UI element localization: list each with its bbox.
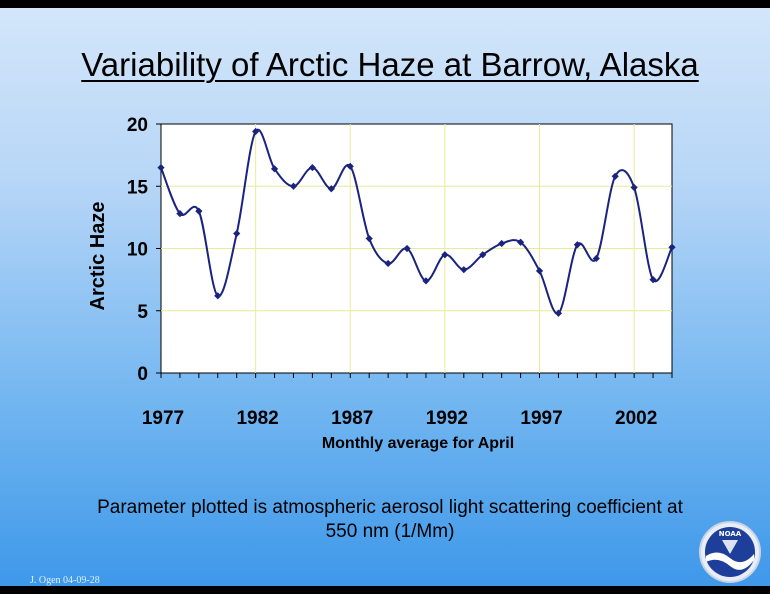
data-point (233, 229, 241, 238)
noaa-logo: NOAA (699, 521, 761, 583)
slide-background: Variability of Arctic Haze at Barrow, Al… (0, 8, 770, 586)
y-tick-label: 10 (127, 240, 148, 261)
data-point (535, 267, 544, 275)
data-point (365, 234, 373, 243)
x-axis-label: Monthly average for April (322, 435, 514, 452)
x-tick-label: 1982 (236, 408, 278, 429)
data-point (630, 183, 638, 192)
data-point (611, 172, 619, 180)
gridlines (161, 124, 672, 373)
data-point (573, 241, 581, 249)
svg-text:NOAA: NOAA (719, 530, 742, 538)
x-tick-label: 1977 (142, 408, 184, 429)
data-point (327, 185, 335, 193)
data-point (668, 243, 676, 251)
credit-text: J. Ogen 04-09-28 (30, 575, 100, 586)
y-tick-label: 15 (127, 177, 149, 198)
series-line (160, 128, 673, 315)
data-point (176, 210, 184, 218)
data-point (554, 309, 563, 317)
y-tick-label: 0 (137, 364, 148, 385)
arctic-haze-chart: 0 5 10 15 20 1977 1982 1987 1992 1997 2002 Arctic… (87, 115, 676, 452)
y-axis-label: Arctic Haze (87, 202, 109, 311)
data-point (270, 165, 279, 173)
data-point (157, 163, 165, 172)
slide-title: Variability of Arctic Haze at Barrow, Al… (81, 46, 699, 83)
data-point (195, 207, 203, 215)
data-point (516, 238, 525, 246)
data-point (346, 162, 354, 170)
data-point (422, 277, 430, 285)
data-point (498, 239, 506, 248)
data-point (289, 182, 298, 190)
caption-line-1: Parameter plotted is atmospheric aerosol… (97, 497, 683, 518)
x-tick-label: 1987 (331, 408, 373, 429)
x-tick-label: 1997 (520, 408, 562, 429)
data-points (157, 127, 676, 317)
data-point (214, 292, 222, 300)
data-point (649, 276, 657, 284)
caption-line-2: 550 nm (1/Mm) (325, 521, 455, 542)
x-tick-label: 2002 (615, 408, 657, 429)
data-point (460, 266, 468, 274)
data-point (384, 259, 392, 268)
data-point (252, 127, 260, 136)
data-point (479, 251, 487, 259)
y-tick-label: 20 (127, 115, 148, 136)
axis-ticks (156, 123, 673, 378)
y-tick-label: 5 (137, 302, 148, 323)
x-tick-label: 1992 (426, 408, 468, 429)
data-point (441, 251, 449, 259)
caption: Parameter plotted is atmospheric aerosol… (40, 496, 740, 544)
y-tick-labels: 0 5 10 15 20 (127, 115, 149, 385)
data-point (403, 244, 411, 253)
x-tick-labels: 1977 1982 1987 1992 1997 2002 (142, 408, 657, 429)
data-point (308, 163, 317, 172)
